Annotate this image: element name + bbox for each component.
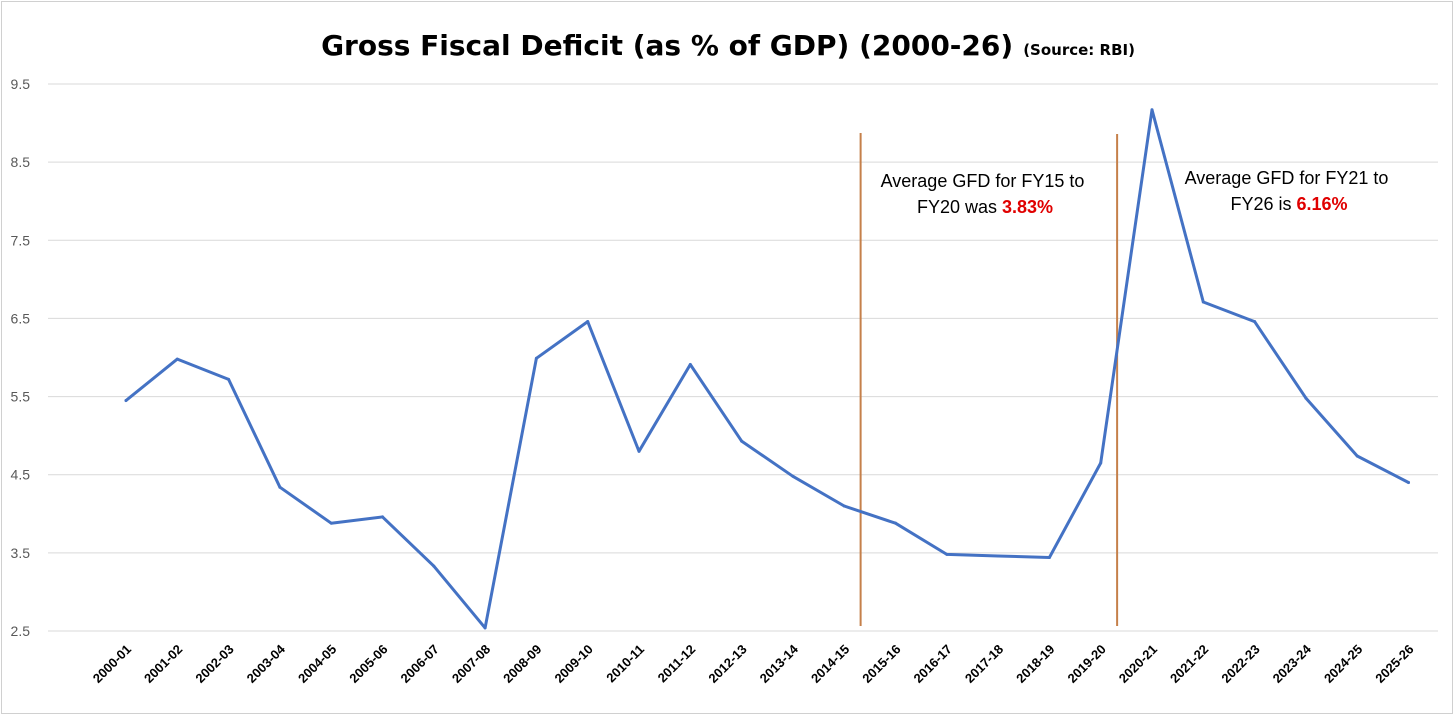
data-point [381,515,384,519]
gridlines [48,83,1438,632]
annotation-fy21-value: 6.16% [1296,194,1347,214]
data-point [842,504,846,508]
data-point [586,320,590,324]
data-point [124,398,128,402]
data-point [1150,108,1154,112]
data-point [688,363,692,367]
x-tick-label: 2024-25 [1321,642,1365,686]
data-point [329,521,333,525]
data-point [1407,481,1410,485]
data-point [278,485,282,489]
y-tick-label: 8.5 [11,154,31,170]
y-tick-label: 6.5 [11,310,31,326]
y-tick-label: 2.5 [11,623,31,639]
x-tick-label: 2018-19 [1013,642,1057,686]
x-tick-label: 2005-06 [346,642,390,686]
y-tick-label: 3.5 [11,545,31,561]
y-axis-ticks: 9.5 8.5 7.5 6.5 5.5 4.5 3.5 2.5 [11,76,31,639]
x-tick-label: 2008-09 [500,642,544,686]
data-point [996,554,1000,558]
data-point [791,474,795,478]
series-layer [124,108,1410,630]
chart-title-source: (Source: RBI) [1023,41,1135,59]
data-point [945,552,949,556]
annotation-fy21-line2: FY26 is [1230,194,1296,214]
annotation-fy21-fy26: Average GFD for FY21 to FY26 is 6.16% [1185,168,1394,214]
x-axis-ticks: 2000-01 2001-02 2002-03 2003-04 2004-05 2005-… [90,641,1417,686]
data-point [1355,454,1359,458]
x-tick-label: 2000-01 [90,642,134,686]
x-tick-label: 2015-16 [859,642,903,686]
data-point [483,626,487,630]
annotation-fy15-line2: FY20 was [917,197,1002,217]
series-line [124,108,1410,630]
y-tick-label: 9.5 [11,76,31,92]
x-tick-label: 2011-12 [655,642,699,686]
annotation-fy15-value: 3.83% [1002,197,1053,217]
x-tick-label: 2002-03 [192,642,236,686]
x-tick-label: 2021-22 [1167,642,1211,686]
x-tick-label: 2025-26 [1372,642,1416,686]
y-tick-label: 7.5 [11,232,31,248]
data-point [175,357,179,361]
x-tick-label: 2009-10 [551,642,595,686]
x-tick-label: 2004-05 [295,642,339,686]
data-point [894,521,897,525]
x-tick-label: 2014-15 [808,642,852,686]
x-tick-label: 2023-24 [1270,641,1315,686]
x-tick-label: 2010-11 [603,642,647,686]
x-tick-label: 2019-20 [1064,642,1108,686]
x-tick-label: 2006-07 [398,642,442,686]
reference-lines [859,133,1119,626]
chart-title: Gross Fiscal Deficit (as % of GDP) (2000… [321,29,1135,62]
data-point [1047,556,1051,560]
data-point [637,449,641,453]
x-tick-label: 2013-14 [757,641,802,686]
data-point [1099,461,1103,465]
y-tick-label: 4.5 [11,467,31,483]
chart-title-main: Gross Fiscal Deficit (as % of GDP) (2000… [321,29,1013,62]
data-point [1201,300,1205,304]
x-tick-label: 2012-13 [705,642,749,686]
data-point [534,356,538,360]
data-point [227,377,231,381]
x-tick-label: 2001-02 [141,642,185,686]
data-point [1304,396,1308,400]
x-tick-label: 2003-04 [244,641,289,686]
x-tick-label: 2017-18 [962,642,1006,686]
data-point [1253,320,1257,324]
data-point [432,564,436,568]
x-tick-label: 2016-17 [911,642,955,686]
y-tick-label: 5.5 [11,389,31,405]
x-tick-label: 2020-21 [1116,642,1160,686]
annotation-fy15-line1: Average GFD for FY15 to [881,171,1085,191]
annotation-fy15-fy20: Average GFD for FY15 to FY20 was 3.83% [881,171,1090,217]
annotation-fy21-line1: Average GFD for FY21 to [1185,168,1389,188]
x-tick-label: 2007-08 [449,642,493,686]
data-point [740,439,744,443]
x-tick-label: 2022-23 [1218,642,1262,686]
